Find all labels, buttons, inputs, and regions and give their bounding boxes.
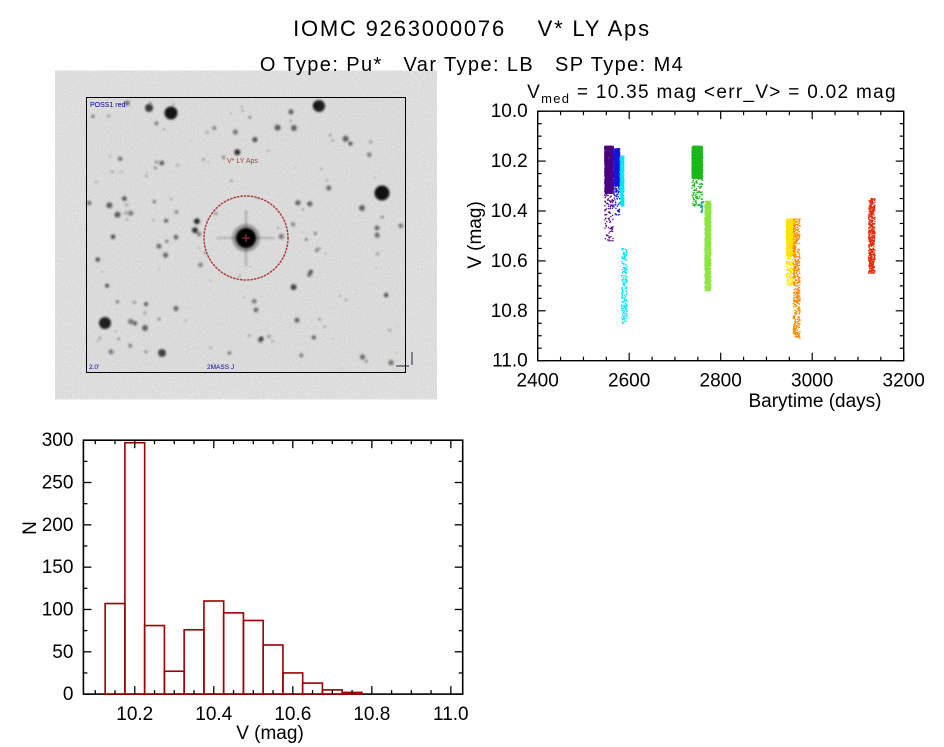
svg-text:POSS1 red: POSS1 red — [90, 102, 126, 109]
svg-text:10.4: 10.4 — [195, 704, 232, 725]
svg-text:V* LY Aps: V* LY Aps — [227, 158, 258, 165]
svg-text:2600: 2600 — [608, 371, 650, 392]
svg-text:250: 250 — [42, 473, 74, 494]
svg-text:200: 200 — [42, 515, 74, 536]
svg-text:3200: 3200 — [883, 371, 925, 392]
svg-text:2MASS J: 2MASS J — [207, 364, 234, 371]
svg-text:10.6: 10.6 — [274, 704, 311, 725]
svg-text:2800: 2800 — [700, 371, 742, 392]
svg-text:10.8: 10.8 — [353, 704, 390, 725]
svg-text:100: 100 — [42, 599, 74, 620]
svg-text:2400: 2400 — [517, 371, 559, 392]
svg-text:2.0': 2.0' — [89, 364, 99, 371]
svg-text:3000: 3000 — [791, 371, 833, 392]
svg-text:50: 50 — [52, 642, 73, 663]
svg-text:10.2: 10.2 — [116, 704, 153, 725]
svg-text:11.0: 11.0 — [433, 704, 469, 725]
svg-text:150: 150 — [42, 557, 74, 578]
svg-text:300: 300 — [42, 430, 74, 451]
svg-text:0: 0 — [63, 684, 74, 705]
